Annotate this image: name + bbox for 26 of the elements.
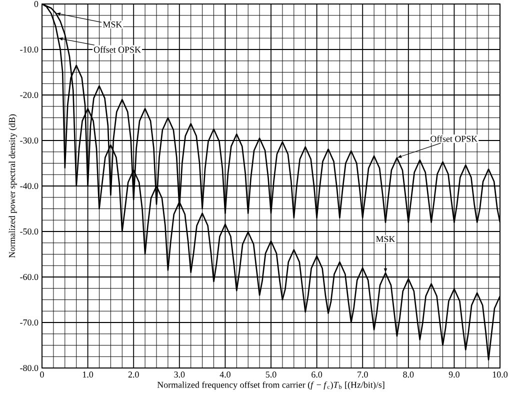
y-axis-title: Normalized power spectral density (dB) — [8, 114, 17, 258]
x-tick-label: 2.0 — [128, 372, 139, 378]
x-tick-label: 10.0 — [492, 372, 508, 378]
y-tick-label: -20.0 — [20, 92, 38, 98]
annotation: Offset OPSK — [94, 46, 141, 53]
x-tick-label: 3.0 — [174, 372, 185, 378]
text: Normalized frequency offset from carrier (f − f$_{c}$)T$_{b}$ [(Hz/bit)/s] — [157, 381, 384, 390]
y-tick-label: 0 — [34, 0, 38, 8]
x-tick-label: 5.0 — [266, 372, 276, 378]
x-tick-label: 8.0 — [403, 372, 414, 378]
y-tick-label: -10.0 — [20, 46, 38, 53]
y-tick-label: -40.0 — [20, 182, 38, 190]
y-tick-label: -30.0 — [20, 137, 38, 144]
y-tick-label: -60.0 — [20, 274, 38, 280]
x-tick-label: 7.0 — [358, 372, 368, 378]
x-tick-label: 6.0 — [312, 372, 322, 378]
y-tick-label: -50.0 — [20, 228, 38, 235]
x-tick-label: 0 — [40, 372, 44, 378]
annotation: Offset OPSK — [430, 135, 478, 142]
x-tick-label: 9.0 — [448, 372, 460, 378]
y-tick-label: -80.0 — [20, 364, 38, 372]
x-tick-label: 4.0 — [220, 372, 230, 378]
annotation: MSK — [376, 236, 396, 242]
y-tick-label: -70.0 — [20, 319, 38, 326]
annotation: MSK — [103, 21, 122, 28]
x-tick-label: 1.0 — [82, 372, 94, 378]
